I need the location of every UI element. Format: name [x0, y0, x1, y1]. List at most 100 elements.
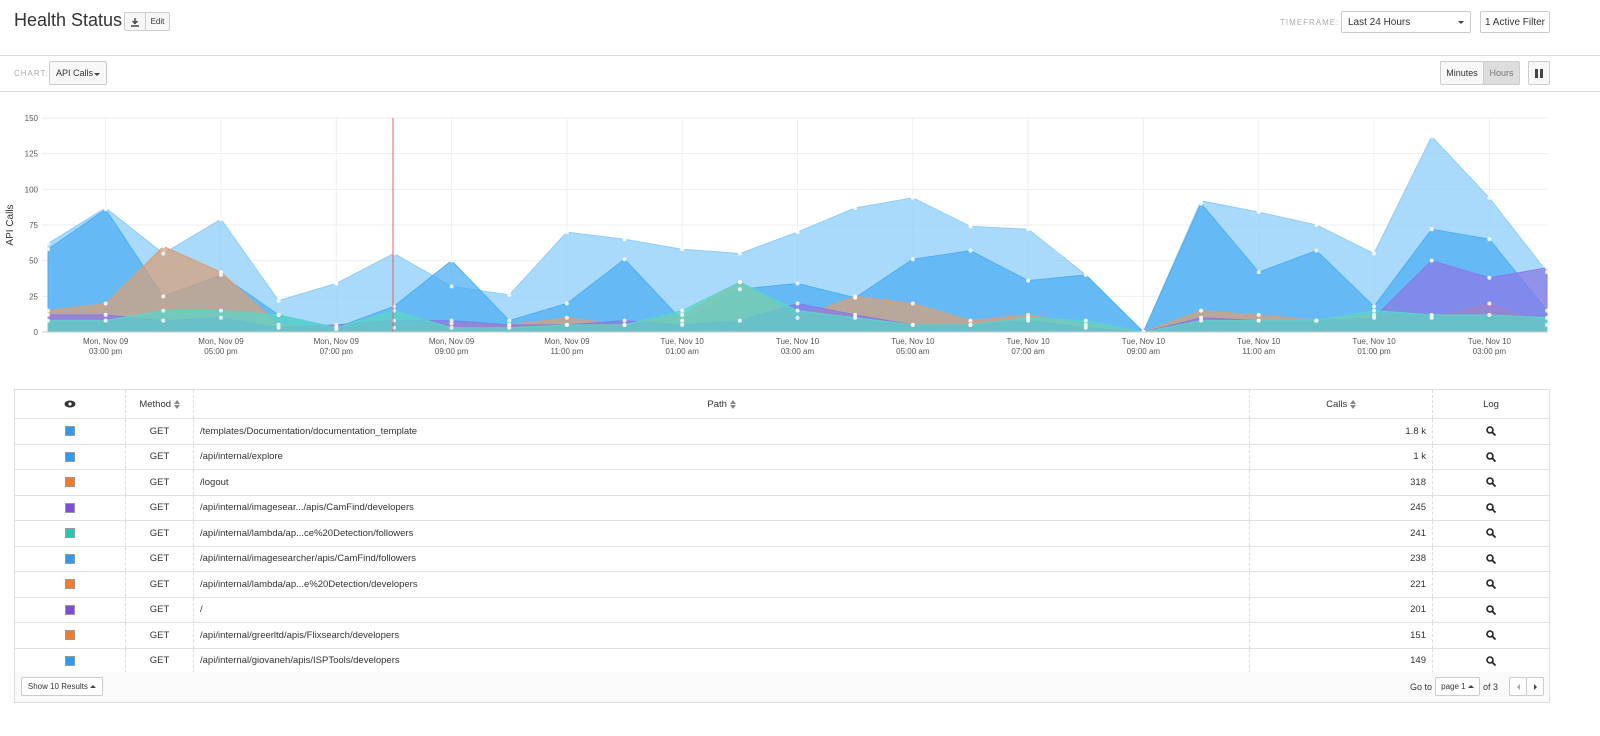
point — [334, 325, 339, 330]
chart-label: CHART: — [14, 69, 49, 78]
log-cell[interactable] — [1432, 623, 1549, 648]
log-cell[interactable] — [1432, 470, 1549, 495]
x-tick-label: Tue, Nov 10 — [1237, 337, 1281, 346]
color-toggle[interactable] — [65, 630, 75, 641]
color-toggle[interactable] — [65, 528, 75, 539]
point — [1199, 315, 1204, 320]
show-results-button[interactable]: Show 10 Results — [21, 677, 103, 696]
point — [564, 315, 569, 320]
color-toggle[interactable] — [65, 655, 75, 666]
point — [218, 270, 223, 275]
y-tick-label: 150 — [25, 114, 39, 123]
point — [276, 312, 281, 317]
point — [507, 318, 512, 323]
x-tick-label: Tue, Nov 10 — [1352, 337, 1396, 346]
sort-icon — [173, 399, 180, 409]
log-cell[interactable] — [1432, 495, 1549, 520]
column-header[interactable]: Path — [193, 390, 1249, 418]
table-row: GET/api/internal/explore 1 k — [15, 443, 1549, 469]
search-icon — [1486, 502, 1496, 513]
point — [795, 281, 800, 286]
method-cell: GET — [125, 419, 193, 444]
chart-select[interactable]: API Calls — [49, 61, 107, 85]
color-toggle[interactable] — [65, 553, 75, 564]
method-cell: GET — [125, 648, 193, 673]
download-button[interactable] — [124, 12, 146, 31]
path-cell: /templates/Documentation/documentation_t… — [193, 419, 1249, 444]
point — [1083, 318, 1088, 323]
y-tick-label: 0 — [34, 328, 39, 337]
point — [218, 315, 223, 320]
color-toggle[interactable] — [65, 477, 75, 488]
point — [1199, 198, 1204, 203]
minutes-button[interactable]: Minutes — [1440, 61, 1484, 85]
color-toggle[interactable] — [65, 451, 75, 462]
pause-button[interactable] — [1528, 61, 1550, 85]
page-select[interactable]: page 1 — [1435, 677, 1480, 696]
point — [1487, 312, 1492, 317]
point — [564, 322, 569, 327]
goto-label: Go to — [1410, 682, 1433, 692]
path-cell: /api/internal/imagesear.../apis/CamFind/… — [193, 495, 1249, 520]
prev-button[interactable] — [1509, 677, 1527, 696]
hours-button[interactable]: Hours — [1483, 61, 1520, 85]
table-row: GET/201 — [15, 596, 1549, 623]
table-row: GET/api/internal/greerltd/apis/Flixsearc… — [15, 622, 1549, 648]
x-tick-label: 11:00 am — [1242, 347, 1275, 356]
log-cell[interactable] — [1432, 572, 1549, 597]
visibility-cell — [15, 598, 125, 623]
column-header[interactable]: Calls — [1249, 390, 1432, 418]
color-toggle[interactable] — [65, 426, 75, 437]
point — [1429, 227, 1434, 232]
x-tick-label: 01:00 pm — [1357, 347, 1391, 356]
x-tick-label: 11:00 pm — [551, 347, 584, 356]
point — [1545, 270, 1549, 275]
method-cell: GET — [125, 597, 193, 622]
point — [449, 258, 454, 263]
search-icon — [1486, 579, 1496, 590]
log-cell[interactable] — [1432, 597, 1549, 622]
point — [1256, 318, 1261, 323]
eye-icon — [64, 400, 76, 408]
point — [1429, 312, 1434, 317]
column-header[interactable]: Method — [125, 390, 193, 418]
next-arrow — [1533, 683, 1540, 690]
x-tick-label: 07:00 am — [1011, 347, 1045, 356]
x-tick-label: Mon, Nov 09 — [83, 337, 129, 346]
point — [334, 281, 339, 286]
color-toggle[interactable] — [65, 579, 75, 590]
log-cell[interactable] — [1432, 546, 1549, 571]
visibility-cell — [15, 419, 125, 444]
column-title: Log — [1483, 398, 1499, 410]
next-button[interactable] — [1526, 677, 1544, 696]
log-cell[interactable] — [1432, 444, 1549, 469]
color-toggle[interactable] — [65, 604, 75, 615]
path-cell: /api/internal/giovaneh/apis/ISPTools/dev… — [193, 648, 1249, 673]
log-cell[interactable] — [1432, 648, 1549, 673]
point — [276, 298, 281, 303]
table-header: Method Path Calls Log — [15, 390, 1549, 418]
timeframe-select[interactable]: Last 24 Hours — [1341, 11, 1471, 33]
search-icon — [1486, 630, 1496, 641]
point — [968, 224, 973, 229]
column-title: Method — [139, 398, 172, 410]
point — [103, 207, 108, 212]
point — [507, 322, 512, 327]
edit-button[interactable]: Edit — [145, 12, 170, 31]
column-title: Path — [707, 398, 727, 410]
point — [795, 308, 800, 313]
point — [1026, 318, 1031, 323]
log-cell[interactable] — [1432, 419, 1549, 444]
method-cell: GET — [125, 495, 193, 520]
point — [1487, 237, 1492, 242]
point — [161, 244, 166, 249]
point — [853, 294, 858, 299]
color-toggle[interactable] — [65, 502, 75, 513]
eye-header[interactable] — [15, 390, 125, 418]
point — [1199, 308, 1204, 313]
filter-button[interactable]: 1 Active Filter — [1480, 11, 1550, 33]
log-cell[interactable] — [1432, 521, 1549, 546]
visibility-cell — [15, 623, 125, 648]
x-tick-label: Tue, Nov 10 — [1006, 337, 1050, 346]
point — [276, 325, 281, 330]
